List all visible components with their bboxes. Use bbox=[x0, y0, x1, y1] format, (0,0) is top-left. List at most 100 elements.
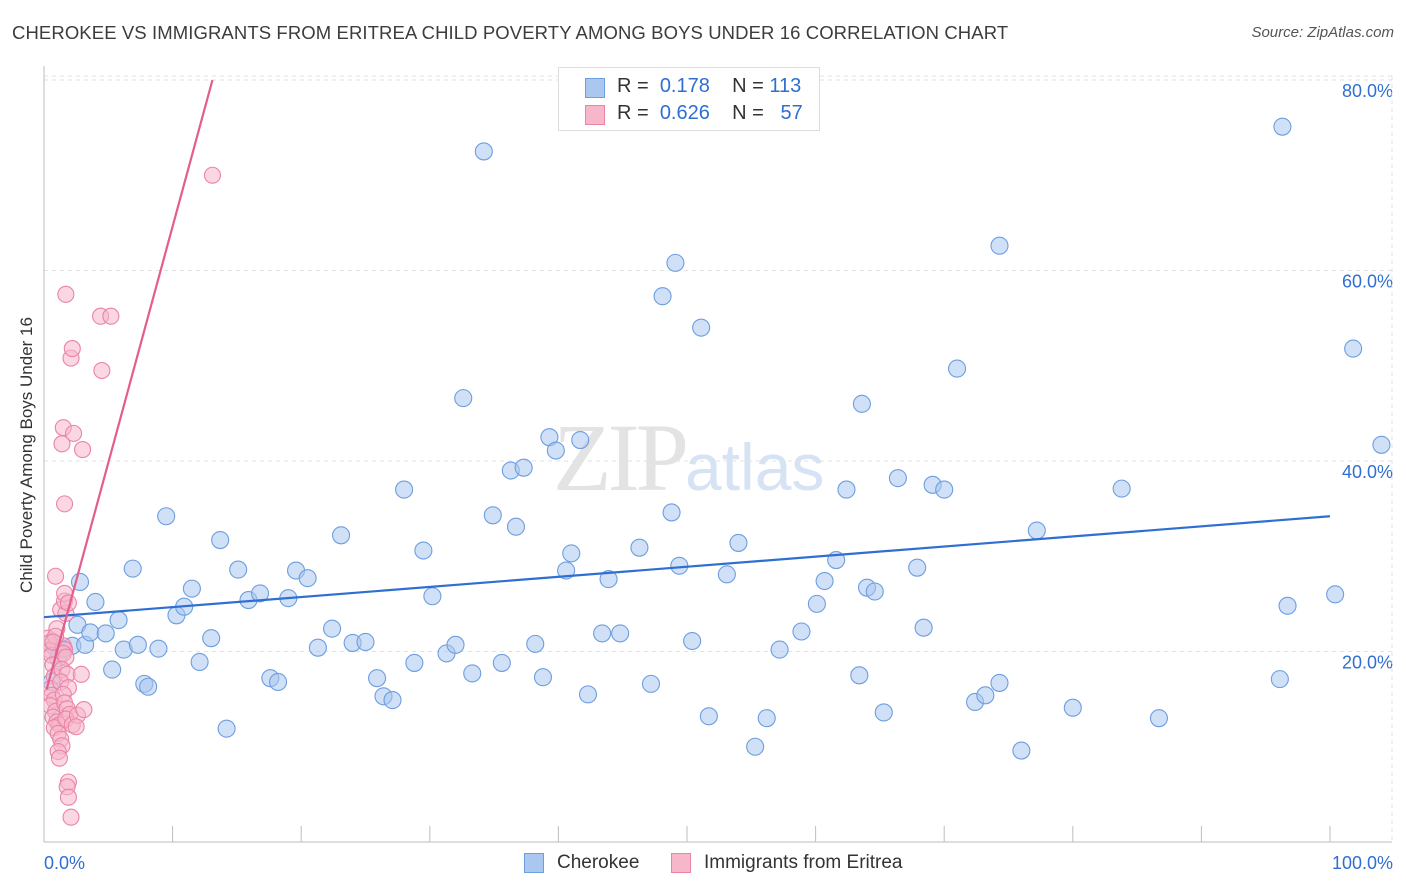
cherokee-point bbox=[935, 480, 954, 499]
cherokee-point bbox=[446, 635, 465, 654]
eritrea-point bbox=[63, 340, 81, 358]
cherokee-point bbox=[368, 669, 387, 688]
cherokee-point bbox=[308, 638, 327, 657]
cherokee-point bbox=[792, 622, 811, 641]
cherokee-point bbox=[454, 389, 473, 408]
eritrea-r-label: R = bbox=[617, 102, 649, 124]
cherokee-point bbox=[1372, 435, 1391, 454]
eritrea-point bbox=[203, 166, 222, 184]
cherokee-point bbox=[157, 507, 176, 526]
cherokee-point bbox=[815, 571, 834, 591]
watermark-atlas: atlas bbox=[685, 430, 825, 504]
cherokee-point bbox=[1270, 670, 1289, 689]
cherokee-point bbox=[323, 619, 342, 638]
cherokee-point bbox=[298, 569, 317, 588]
correlation-legend: R = 0.178 N = 113 R = 0.626 N = 57 bbox=[558, 67, 820, 131]
cherokee-point bbox=[593, 624, 612, 643]
cherokee-point bbox=[717, 565, 736, 584]
cherokee-point bbox=[332, 526, 351, 545]
cherokee-trend-line bbox=[44, 515, 1331, 619]
cherokee-point bbox=[1027, 521, 1046, 540]
eritrea-r-value: 0.626 bbox=[659, 102, 710, 124]
cherokee-point bbox=[908, 558, 927, 577]
cherokee-point bbox=[356, 632, 375, 652]
cherokee-point bbox=[533, 668, 553, 687]
cherokee-n-value: 113 bbox=[769, 75, 802, 97]
eritrea-point bbox=[102, 307, 120, 325]
cherokee-point bbox=[103, 660, 122, 679]
watermark: ZIPatlas bbox=[553, 402, 824, 513]
cherokee-r-label: R = bbox=[617, 75, 649, 97]
y-tick-label: 20.0% bbox=[1342, 653, 1393, 673]
eritrea-point bbox=[44, 633, 62, 651]
cherokee-point bbox=[423, 587, 442, 606]
cherokee-point bbox=[211, 531, 230, 550]
cherokee-point bbox=[874, 703, 893, 722]
cherokee-point bbox=[81, 623, 100, 642]
cherokee-point bbox=[948, 359, 967, 378]
cherokee-point bbox=[692, 318, 711, 337]
cherokee-point bbox=[217, 719, 236, 738]
cherokee-point bbox=[128, 635, 147, 654]
cherokee-point bbox=[414, 541, 433, 560]
cherokee-point bbox=[506, 517, 526, 536]
cherokee-point bbox=[483, 506, 502, 525]
cherokee-point bbox=[492, 653, 511, 672]
cherokee-r-value: 0.178 bbox=[659, 75, 710, 97]
x-tick-label-min: 0.0% bbox=[44, 853, 85, 873]
eritrea-legend-swatch bbox=[671, 853, 691, 873]
cherokee-point bbox=[746, 737, 765, 756]
y-tick-label: 40.0% bbox=[1342, 462, 1393, 482]
cherokee-point bbox=[463, 664, 482, 683]
cherokee-point bbox=[86, 592, 105, 612]
x-tick-label-max: 100.0% bbox=[1332, 853, 1393, 873]
cherokee-swatch bbox=[585, 78, 605, 98]
cherokee-point bbox=[383, 691, 402, 710]
cherokee-point bbox=[850, 666, 869, 685]
cherokee-point bbox=[630, 538, 649, 557]
eritrea-point bbox=[62, 808, 80, 826]
eritrea-point bbox=[74, 441, 92, 459]
cherokee-point bbox=[653, 287, 672, 306]
eritrea-point bbox=[75, 701, 93, 719]
cherokee-point bbox=[990, 236, 1009, 255]
eritrea-point bbox=[59, 788, 77, 806]
cherokee-point bbox=[837, 480, 856, 499]
cherokee-point bbox=[109, 611, 128, 630]
eritrea-n-value: 57 bbox=[780, 102, 803, 124]
cherokee-point bbox=[1326, 585, 1345, 604]
chart-title: CHEROKEE VS IMMIGRANTS FROM ERITREA CHIL… bbox=[12, 22, 1009, 43]
cherokee-point bbox=[865, 582, 884, 601]
cherokee-point bbox=[149, 639, 168, 658]
cherokee-point bbox=[202, 629, 221, 648]
cherokee-point bbox=[641, 674, 661, 693]
cherokee-legend-label: Cherokee bbox=[557, 852, 640, 873]
y-tick-label: 80.0% bbox=[1342, 81, 1393, 101]
cherokee-point bbox=[990, 673, 1009, 692]
cherokee-point bbox=[139, 677, 158, 696]
cherokee-point bbox=[96, 624, 115, 643]
cherokee-point bbox=[578, 685, 598, 704]
eritrea-point bbox=[57, 285, 75, 303]
cherokee-point bbox=[1012, 741, 1031, 760]
cherokee-point bbox=[807, 594, 826, 613]
y-tick-label: 60.0% bbox=[1342, 272, 1393, 292]
cherokee-point bbox=[546, 441, 565, 460]
y-axis-label: Child Poverty Among Boys Under 16 bbox=[17, 317, 36, 593]
eritrea-point bbox=[72, 665, 90, 683]
cherokee-point bbox=[514, 458, 533, 477]
eritrea-point bbox=[67, 718, 85, 736]
cherokee-point bbox=[190, 652, 209, 672]
cherokee-legend-swatch bbox=[524, 853, 544, 873]
cherokee-point bbox=[976, 686, 995, 705]
eritrea-legend-label: Immigrants from Eritrea bbox=[704, 852, 903, 873]
cherokee-point bbox=[1344, 339, 1363, 358]
eritrea-swatch bbox=[585, 105, 605, 125]
cherokee-point bbox=[1149, 709, 1169, 728]
cherokee-point bbox=[757, 709, 776, 728]
cherokee-point bbox=[123, 559, 142, 578]
cherokee-point bbox=[571, 430, 590, 450]
cherokee-point bbox=[229, 560, 248, 579]
eritrea-point bbox=[50, 749, 68, 767]
